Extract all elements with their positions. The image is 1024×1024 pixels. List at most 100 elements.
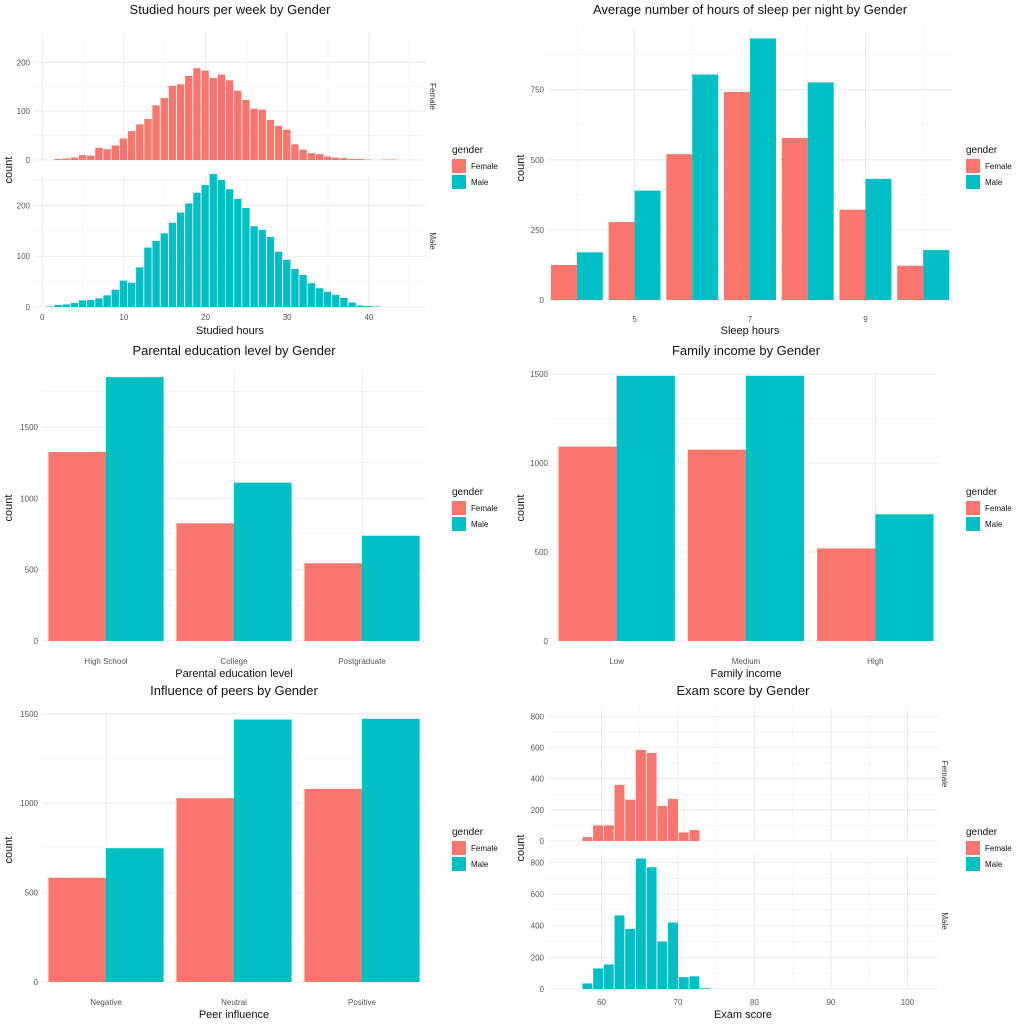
histogram-bar [242,99,250,160]
y-tick-label: 1500 [530,370,548,379]
histogram-bar [340,158,348,160]
y-tick-label: 1000 [20,799,38,808]
histogram-bar [136,124,144,160]
y-tick-label: 100 [17,107,31,116]
x-tick-label: Negative [90,998,122,1007]
x-tick-label: 30 [283,313,292,322]
histogram-bar [144,118,152,160]
histogram-bar [356,159,364,160]
legend-label-female: Female [471,162,498,171]
histogram-bar [332,157,340,160]
histogram-bar [209,173,217,307]
legend-label-female: Female [985,162,1012,171]
histogram-bar [87,299,95,307]
histogram-bar [152,241,160,307]
bar-female [817,548,876,641]
bar-male [576,252,603,300]
x-axis-title: Sleep hours [721,325,780,337]
y-tick-label: 500 [25,566,39,575]
x-tick-label: 60 [597,998,606,1007]
bar-male [692,74,719,300]
histogram-bar [160,97,168,160]
histogram-bar [225,189,234,307]
histogram-bar [266,236,275,307]
histogram-bar [119,280,128,307]
x-tick-label: Neutral [221,998,247,1007]
legend-swatch-female [452,159,466,173]
histogram-bar [103,149,111,160]
panel-studied-hours: Studied hours per week by Gender0100200F… [3,2,498,337]
y-tick-label: 0 [26,303,31,312]
histogram-bar [217,180,226,307]
y-tick-label: 0 [544,637,549,646]
histogram-bar [625,928,636,989]
histogram-bar [315,154,324,160]
histogram-bar [657,805,668,841]
chart-title: Parental education level by Gender [132,343,336,358]
bar-female [724,91,750,300]
histogram-bar [593,825,604,841]
histogram-bar [193,68,201,160]
histogram-bar [144,247,152,307]
panel-parental-education: Parental education level by Gender 0 500 10… [3,343,498,680]
legend-swatch-male [966,517,980,531]
histogram-bar [185,75,193,160]
bar-female [897,265,924,300]
bar-male [807,82,834,301]
facet-strip-label: Female [940,761,949,788]
histogram-bar [95,147,103,160]
x-tick-label: 40 [364,313,373,322]
legend: gender Female Male [452,145,498,189]
histogram-bar [201,185,209,307]
histogram-bar [111,289,119,307]
chart-title: Family income by Gender [672,343,821,358]
histogram-bar [168,222,177,307]
histogram-bar [176,212,185,307]
bar-male [616,375,675,641]
legend-swatch-female [452,841,466,855]
bar-male [746,375,805,641]
histogram-bar [160,233,168,307]
histogram-bar [209,77,217,160]
panel-peer-influence: Influence of peers by Gender 0 500 1000 1500… [3,683,498,1021]
legend-swatch-male [966,857,980,871]
y-tick-label: 800 [531,858,545,867]
y-tick-label: 800 [531,712,545,721]
x-tick-label: 7 [748,315,753,324]
histogram-bar [689,976,700,989]
legend: gender Female Male [452,487,498,531]
histogram-bar [635,858,646,989]
histogram-bar [78,300,87,307]
y-tick-label: 200 [531,806,545,815]
histogram-bar [274,251,283,307]
legend-swatch-female [452,501,466,515]
histogram-bar [266,119,275,160]
histogram-bar [54,159,62,160]
bar-female [550,264,577,300]
x-tick-label: 9 [863,315,868,324]
legend-title: gender [966,827,998,838]
histogram-bar [127,282,136,307]
x-tick-label: 5 [632,315,637,324]
chart-title: Exam score by Gender [677,683,811,698]
histogram-bar [657,941,668,989]
panel-exam-score: Exam score by Gender0200400600800Female0… [515,683,1012,1021]
facet-strip-label: Male [940,912,949,930]
histogram-bar [95,298,103,307]
y-tick-label: 750 [531,86,545,95]
y-axis-title: count [515,155,527,182]
histogram-bar [111,145,119,160]
facet-female: 0 200 400 600 800 Female [531,707,949,846]
legend-title: gender [966,487,998,498]
bar-male [106,377,164,641]
y-tick-label: 400 [531,922,545,931]
histogram-bar [274,125,283,160]
histogram-bar [323,291,332,307]
histogram-bar [70,302,79,307]
legend-swatch-female [966,841,980,855]
y-axis-title: count [515,495,527,522]
histogram-bar [700,988,711,989]
x-tick-label: Positive [348,998,377,1007]
facet-strip-label: Female [428,83,437,110]
